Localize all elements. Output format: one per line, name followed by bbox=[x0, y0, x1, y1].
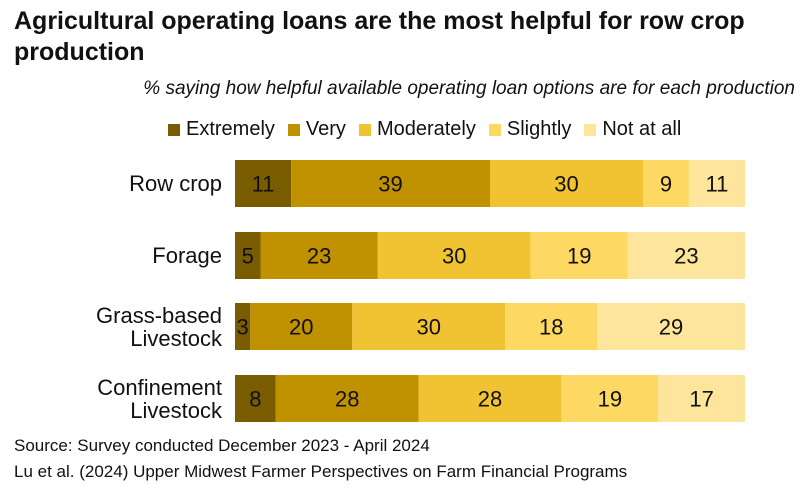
legend-item: Not at all bbox=[584, 118, 681, 141]
legend-label: Slightly bbox=[506, 118, 572, 140]
data-label: 28 bbox=[335, 387, 359, 412]
data-label: 17 bbox=[689, 387, 713, 412]
bar-segment bbox=[291, 160, 490, 207]
bar-segment bbox=[530, 232, 628, 279]
legend-swatch bbox=[287, 123, 300, 136]
bar-segment bbox=[505, 303, 598, 350]
source-line-2: Lu et al. (2024) Upper Midwest Farmer Pe… bbox=[14, 462, 628, 481]
data-label: 30 bbox=[554, 172, 578, 197]
legend: Extremely Very Moderately Slightly Not at al… bbox=[168, 118, 694, 141]
legend-swatch bbox=[488, 123, 501, 136]
bar-segment bbox=[352, 303, 506, 350]
data-label: 39 bbox=[378, 172, 402, 197]
bar-segment bbox=[643, 160, 689, 207]
chart-subtitle: % saying how helpful available operating… bbox=[143, 78, 795, 99]
data-label: 29 bbox=[659, 315, 683, 340]
legend-swatch bbox=[584, 123, 597, 136]
legend-swatch bbox=[168, 123, 180, 136]
data-label: 9 bbox=[660, 172, 672, 197]
source-line-1: Source: Survey conducted December 2023 -… bbox=[14, 436, 430, 455]
category-label: Row crop bbox=[129, 171, 222, 196]
legend-item: Slightly bbox=[488, 118, 572, 141]
bar-segment bbox=[658, 375, 745, 422]
bar-segment bbox=[250, 303, 353, 350]
category-label: Confinement Livestock bbox=[97, 374, 222, 423]
data-label: 11 bbox=[706, 172, 729, 197]
data-label: 5 bbox=[242, 244, 254, 269]
data-label: 8 bbox=[249, 387, 261, 412]
data-label: 23 bbox=[307, 244, 331, 269]
data-label: 28 bbox=[478, 387, 502, 412]
legend-label: Not at all bbox=[602, 118, 682, 140]
data-label: 20 bbox=[289, 315, 313, 340]
data-label: 30 bbox=[442, 244, 466, 269]
bar-segment bbox=[275, 375, 419, 422]
bar-segment bbox=[688, 160, 745, 207]
bar-segment bbox=[561, 375, 659, 422]
bar-segment bbox=[235, 303, 251, 350]
legend-label: Very bbox=[305, 118, 346, 140]
bar-segment bbox=[377, 232, 531, 279]
legend-item: Moderately bbox=[358, 118, 476, 141]
bar-segment bbox=[490, 160, 643, 207]
data-label: 30 bbox=[417, 315, 441, 340]
bar-segment bbox=[235, 232, 261, 279]
data-label: 11 bbox=[252, 172, 275, 197]
bar-segment bbox=[627, 232, 745, 279]
legend-label: Moderately bbox=[376, 118, 476, 140]
bar-segment bbox=[235, 160, 292, 207]
data-label: 23 bbox=[674, 244, 698, 269]
bar-segment bbox=[418, 375, 562, 422]
category-label: Forage bbox=[152, 243, 222, 268]
data-label: 19 bbox=[598, 387, 622, 412]
data-label: 3 bbox=[237, 315, 249, 340]
data-label: 19 bbox=[567, 244, 591, 269]
chart-title: Agricultural operating loans are the mos… bbox=[14, 7, 745, 66]
bar-segment bbox=[260, 232, 378, 279]
bar-segment bbox=[235, 375, 276, 422]
legend-swatch bbox=[358, 123, 371, 136]
category-label: Grass-based Livestock bbox=[96, 302, 222, 351]
legend-item: Extremely bbox=[168, 118, 275, 141]
legend-item: Very bbox=[287, 118, 346, 141]
data-label: 18 bbox=[539, 315, 563, 340]
bar-segment bbox=[597, 303, 745, 350]
legend-label: Extremely bbox=[186, 118, 275, 140]
